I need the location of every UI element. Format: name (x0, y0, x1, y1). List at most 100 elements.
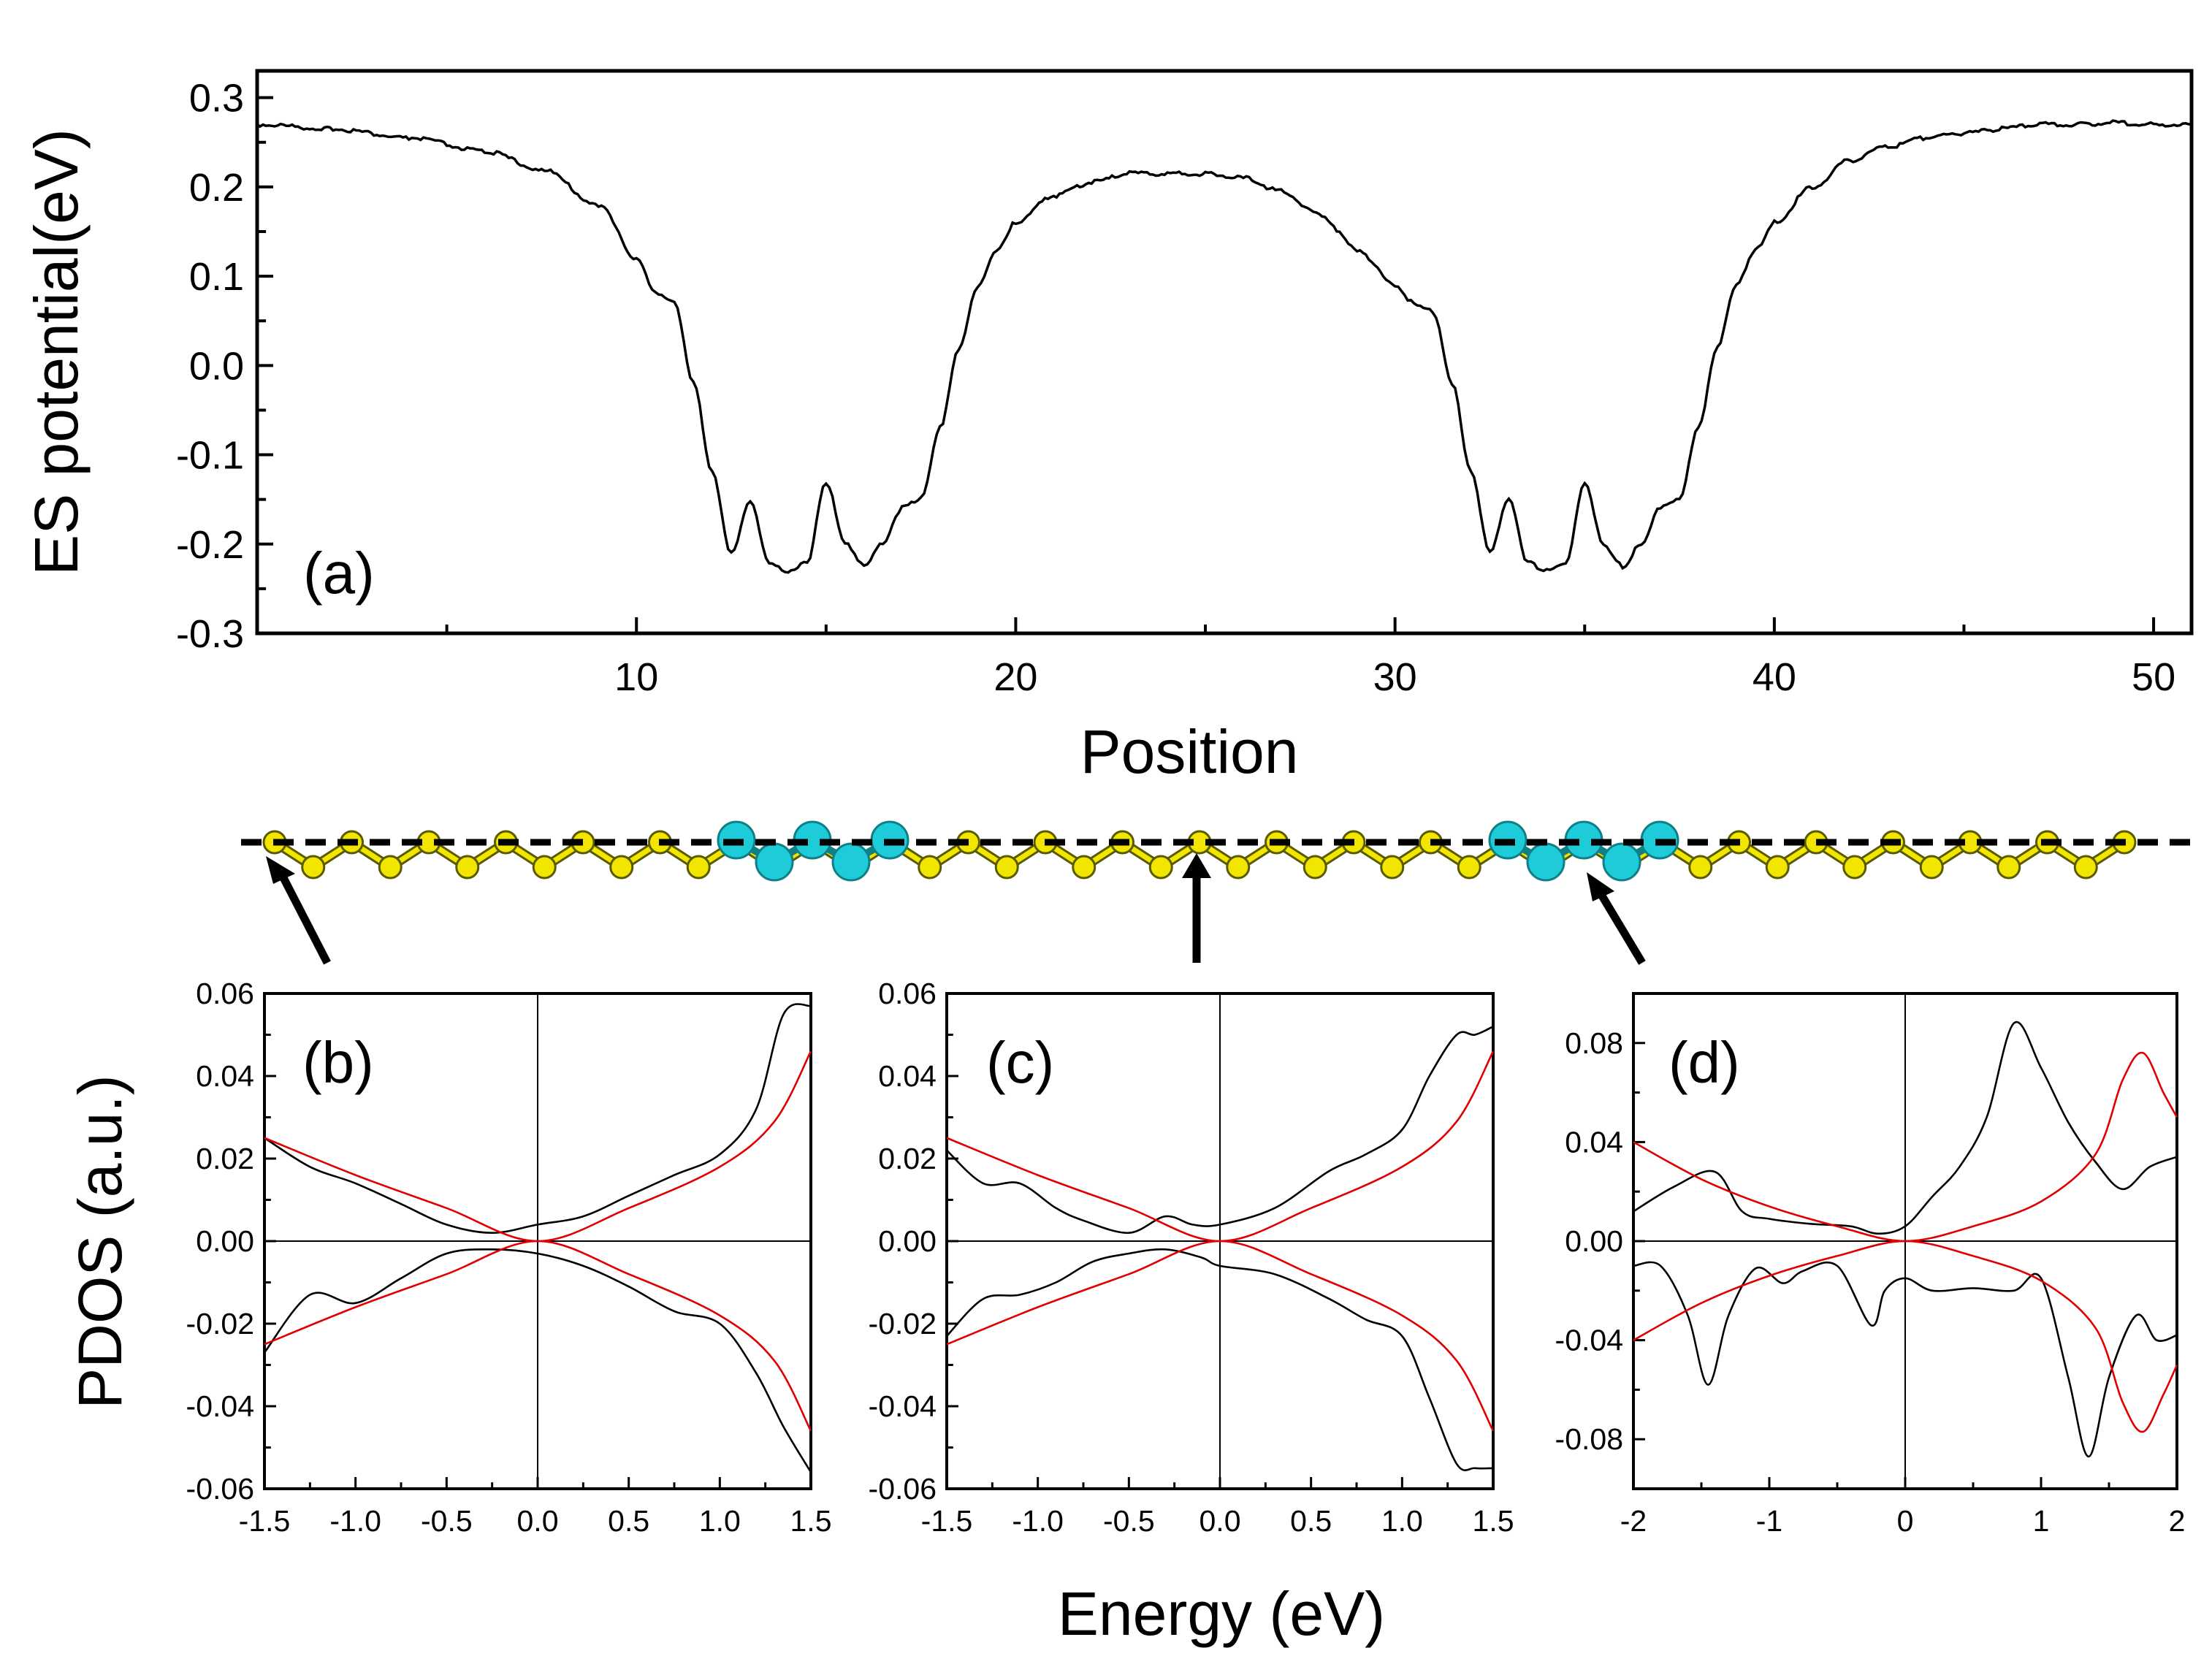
panel-a-ylabel: ES potential(eV) (22, 129, 91, 576)
series-b-2 (264, 1050, 812, 1243)
atom-19 (994, 855, 1019, 880)
atom-1 (301, 855, 326, 880)
ytick-label-d-1: -0.04 (1555, 1324, 1623, 1357)
ytick-label-a-0: -0.3 (176, 612, 244, 656)
atom-9 (609, 855, 634, 880)
atom-3 (378, 855, 403, 880)
atom-45 (1996, 855, 2021, 880)
panel-a-xlabel: Position (1080, 717, 1299, 786)
ytick-label-a-1: -0.2 (176, 523, 244, 567)
xtick-label-d-2: 0 (1897, 1504, 1914, 1538)
atom-29 (1380, 855, 1405, 880)
xtick-label-b-6: 1.5 (790, 1504, 832, 1538)
xtick-label-b-2: -0.5 (421, 1504, 473, 1538)
panel-a-ticks: -0.3 -0.2 -0.1 0.0 0.1 0.2 0.3 10 20 30 40 50 (176, 77, 2175, 699)
pdos-ylabel: PDOS (a.u.) (66, 1075, 134, 1408)
panel-a-label: (a) (303, 541, 375, 606)
atom-23 (1148, 855, 1173, 880)
xtick-label-b-5: 1.0 (699, 1504, 741, 1538)
arrow-b-head (266, 856, 295, 884)
panel-d-series (1633, 1021, 2178, 1458)
xtick-label-a-3: 40 (1753, 655, 1796, 699)
ytick-label-c-1: -0.04 (869, 1389, 937, 1423)
panel-d-label: (d) (1668, 1030, 1740, 1095)
panel-a-frame (255, 69, 2194, 636)
arrow-d (1595, 888, 1646, 965)
xtick-label-c-5: 1.0 (1381, 1504, 1423, 1538)
atom-17 (918, 855, 942, 880)
atomic-structure (241, 820, 2192, 965)
ytick-label-c-6: 0.06 (878, 977, 937, 1010)
panel-b-series (263, 1003, 812, 1473)
panel-c-pdos: -0.06 -0.04 -0.02 0.00 0.02 0.04 0.06 -1.5 -1.0 -… (869, 977, 1514, 1538)
xtick-label-c-3: 0.0 (1200, 1504, 1241, 1538)
xtick-label-c-4: 0.5 (1290, 1504, 1332, 1538)
arrow-b (275, 867, 331, 965)
panel-b-pdos: -0.06 -0.04 -0.02 0.00 0.02 0.04 0.06 -1.5 -1.0 -… (186, 977, 832, 1538)
series-d-3 (1633, 1240, 2178, 1433)
xtick-label-c-6: 1.5 (1473, 1504, 1514, 1538)
ytick-label-b-4: 0.02 (196, 1142, 254, 1175)
atom-5 (455, 855, 480, 880)
ytick-label-a-6: 0.3 (189, 77, 244, 121)
atom-25 (1226, 855, 1251, 880)
atom-39 (1765, 855, 1790, 880)
atom-37 (1688, 855, 1713, 880)
atom-31 (1457, 855, 1481, 880)
series-c-0 (946, 1026, 1494, 1235)
xtick-label-d-1: -1 (1756, 1504, 1782, 1538)
xtick-label-a-1: 20 (994, 655, 1037, 699)
ytick-label-c-3: 0.00 (878, 1224, 937, 1258)
ytick-label-c-2: -0.02 (869, 1307, 937, 1340)
dopant-atom-8 (1602, 842, 1641, 882)
atom-21 (1072, 855, 1097, 880)
ytick-label-b-2: -0.02 (186, 1307, 254, 1340)
ytick-label-a-3: 0.0 (189, 344, 244, 388)
xtick-label-d-3: 1 (2033, 1504, 2050, 1538)
xtick-label-b-4: 0.5 (608, 1504, 649, 1538)
xtick-label-b-3: 0.0 (517, 1504, 559, 1538)
series-c-2 (946, 1050, 1495, 1243)
dopant-atom-1 (755, 842, 794, 882)
ytick-label-a-4: 0.1 (189, 255, 244, 299)
xtick-label-c-2: -0.5 (1103, 1504, 1155, 1538)
ytick-label-c-5: 0.04 (878, 1059, 937, 1093)
energy-xlabel: Energy (eV) (1058, 1579, 1385, 1648)
ytick-label-b-5: 0.04 (196, 1059, 254, 1093)
xtick-label-a-2: 30 (1373, 655, 1417, 699)
xtick-label-d-4: 2 (2169, 1504, 2186, 1538)
ytick-label-b-3: 0.00 (196, 1224, 254, 1258)
ytick-label-b-0: -0.06 (186, 1472, 254, 1506)
panel-a-series (256, 119, 2192, 574)
xtick-label-a-0: 10 (614, 655, 658, 699)
atom-47 (2073, 855, 2098, 880)
structure-arrows (266, 853, 1646, 965)
xtick-label-b-1: -1.0 (329, 1504, 381, 1538)
panel-b-label: (b) (302, 1030, 374, 1095)
panel-d-pdos: -0.08 -0.04 0.00 0.04 0.08 -2 -1 0 1 2 (d) (1555, 992, 2186, 1538)
ytick-label-a-5: 0.2 (189, 166, 244, 210)
panel-c-label: (c) (986, 1030, 1054, 1095)
atom-27 (1303, 855, 1327, 880)
series-c-3 (946, 1240, 1495, 1432)
xtick-label-c-1: -1.0 (1012, 1504, 1064, 1538)
panel-a-es-potential: -0.3 -0.2 -0.1 0.0 0.1 0.2 0.3 10 20 30 40 50 (a) P… (22, 69, 2194, 786)
xtick-label-b-0: -1.5 (239, 1504, 291, 1538)
ytick-label-b-1: -0.04 (186, 1389, 254, 1423)
ytick-label-d-4: 0.08 (1565, 1026, 1623, 1060)
dopant-atom-6 (1526, 842, 1565, 882)
ytick-label-c-0: -0.06 (869, 1472, 937, 1506)
series-b-3 (264, 1240, 812, 1432)
ytick-label-d-2: 0.00 (1565, 1224, 1623, 1258)
ytick-label-d-0: -0.08 (1555, 1422, 1623, 1456)
panel-c-ticks: -0.06 -0.04 -0.02 0.00 0.02 0.04 0.06 -1.5 -1.0 -… (869, 977, 1514, 1538)
series-d-0 (1633, 1021, 2178, 1235)
xtick-label-d-0: -2 (1620, 1504, 1647, 1538)
panel-b-ticks: -0.06 -0.04 -0.02 0.00 0.02 0.04 0.06 -1.5 -1.0 -… (186, 977, 832, 1538)
arrow-c-head (1182, 853, 1211, 878)
series-a-0 (256, 119, 2192, 574)
series-b-0 (264, 1003, 812, 1235)
ytick-label-c-4: 0.02 (878, 1142, 937, 1175)
atom-41 (1842, 855, 1867, 880)
